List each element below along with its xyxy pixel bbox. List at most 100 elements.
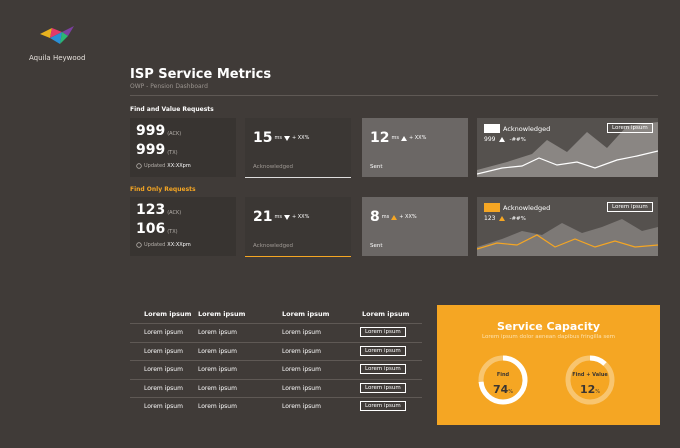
ack-value: 123	[136, 202, 166, 218]
chart-change: -##%	[509, 136, 526, 143]
subtitle: OWP - Pension Dashboard	[130, 83, 208, 90]
tx-label: (TX)	[167, 229, 178, 235]
table-cell: Lorem ipsum	[282, 347, 321, 355]
change: + XX%	[399, 214, 417, 220]
capacity-panel: Service Capacity Lorem ipsum dolor aenea…	[437, 305, 660, 425]
row-button[interactable]: Lorem ipsum	[360, 364, 406, 374]
table-cell: Lorem ipsum	[144, 366, 183, 373]
row-button[interactable]: Lorem ipsum	[360, 401, 406, 411]
unit: ms	[391, 135, 399, 141]
chart-value: 999	[484, 136, 496, 143]
table-cell: Lorem ipsum	[144, 403, 183, 410]
chart-button[interactable]: Lorem ipsum	[607, 123, 653, 133]
latency-card: 21 ms + XX% Acknowledged	[245, 197, 351, 257]
row-divider	[130, 341, 422, 343]
card-label: Acknowledged	[253, 164, 293, 170]
gauge-number: 12	[579, 383, 596, 396]
table-cell: Lorem ipsum	[282, 384, 321, 392]
card-label: Acknowledged	[253, 243, 293, 249]
card-label: Sent	[370, 243, 383, 249]
chart-card: Acknowledged 123 -##% Lorem ipsum	[477, 197, 658, 256]
table-cell: Lorem ipsum	[282, 329, 321, 336]
section-title: Find Only Requests	[130, 186, 196, 193]
chart-value: 123	[484, 215, 496, 222]
down-arrow	[283, 214, 290, 220]
card-label: Sent	[370, 164, 383, 170]
brand: Aquila Heywood	[29, 54, 86, 62]
row-button[interactable]: Lorem ipsum	[360, 327, 406, 337]
gauge	[478, 355, 528, 405]
chart-card: Acknowledged 999 -##% Lorem ipsum	[477, 118, 658, 177]
gauge-number: 74	[492, 383, 509, 396]
gauge-arc	[478, 355, 528, 405]
sent-value: 12	[370, 130, 390, 146]
updated-label: Updated	[144, 163, 166, 169]
ack-label: (ACK)	[167, 210, 182, 216]
table-header: Lorem ipsum	[198, 310, 246, 318]
table-cell: Lorem ipsum	[144, 347, 183, 355]
updated-label: Updated	[144, 242, 166, 248]
table-cell: Lorem ipsum	[198, 403, 237, 410]
tx-value: 999	[136, 142, 166, 158]
capacity-title: Service Capacity	[496, 320, 601, 333]
updated-time: XX:XXpm	[167, 242, 191, 248]
chart-change: -##%	[509, 215, 526, 222]
row-divider	[130, 323, 422, 324]
section-title: Find and Value Requests	[130, 106, 214, 113]
clock-icon	[136, 163, 142, 169]
summary-card: 123 (ACK) 106 (TX) Updated XX:XXpm	[130, 197, 236, 256]
up-arrow	[499, 137, 506, 142]
row-button[interactable]: Lorem ipsum	[360, 382, 406, 393]
row-divider	[130, 360, 422, 361]
sparkline	[477, 122, 658, 177]
updated-time: XX:XXpm	[167, 163, 191, 169]
capacity-subtitle: Lorem ipsum dolor aenean dapibus fringil…	[482, 334, 615, 340]
summary-card: 999 (ACK) 999 (TX) Updated XX:XXpm	[130, 118, 236, 177]
tx-label: (TX)	[167, 150, 178, 156]
gauge-unit: %	[595, 389, 601, 395]
unit: ms	[381, 214, 390, 220]
table-cell: Lorem ipsum	[198, 347, 237, 355]
sent-card: 12 ms + XX% Sent	[362, 118, 468, 177]
sparkline	[477, 219, 658, 256]
latency-card: 15 ms + XX% Acknowledged	[245, 118, 351, 178]
latency-value: 21	[253, 209, 273, 225]
chart-button[interactable]: Lorem ipsum	[607, 202, 653, 212]
tx-value: 106	[136, 221, 166, 237]
legend-swatch	[484, 203, 500, 212]
change: + XX%	[291, 214, 310, 220]
sent-card: 8 ms + XX% Sent	[362, 197, 468, 256]
ack-label: (ACK)	[167, 131, 182, 137]
logo	[40, 26, 74, 44]
up-arrow	[400, 135, 407, 141]
gauge-label: Find + Value	[572, 372, 608, 378]
legend-label: Acknowledged	[503, 204, 551, 212]
up-arrow	[499, 216, 506, 221]
gauge-value: 12%	[563, 378, 617, 397]
gauge-unit: %	[508, 389, 514, 395]
change: + XX%	[291, 135, 310, 141]
table-cell: Lorem ipsum	[198, 366, 237, 373]
row-divider	[130, 378, 422, 380]
clock-icon	[136, 242, 142, 248]
table-header: Lorem ipsum	[362, 310, 410, 318]
table-cell: Lorem ipsum	[198, 329, 237, 336]
sent-value: 8	[370, 209, 380, 225]
row-button[interactable]: Lorem ipsum	[360, 345, 406, 356]
table-header: Lorem ipsum	[282, 310, 330, 318]
unit: ms	[274, 135, 282, 141]
gauge-arc	[565, 355, 615, 405]
legend-label: Acknowledged	[503, 125, 551, 133]
down-arrow	[283, 135, 290, 141]
latency-value: 15	[253, 130, 273, 146]
ack-value: 999	[136, 123, 166, 139]
table-cell: Lorem ipsum	[144, 384, 183, 392]
unit: ms	[274, 214, 282, 220]
row-divider	[130, 397, 422, 398]
up-arrow	[391, 214, 398, 220]
gauge-value: 74%	[476, 378, 530, 397]
table-header: Lorem ipsum	[144, 310, 192, 318]
divider	[130, 95, 658, 96]
change: + XX%	[408, 135, 427, 141]
